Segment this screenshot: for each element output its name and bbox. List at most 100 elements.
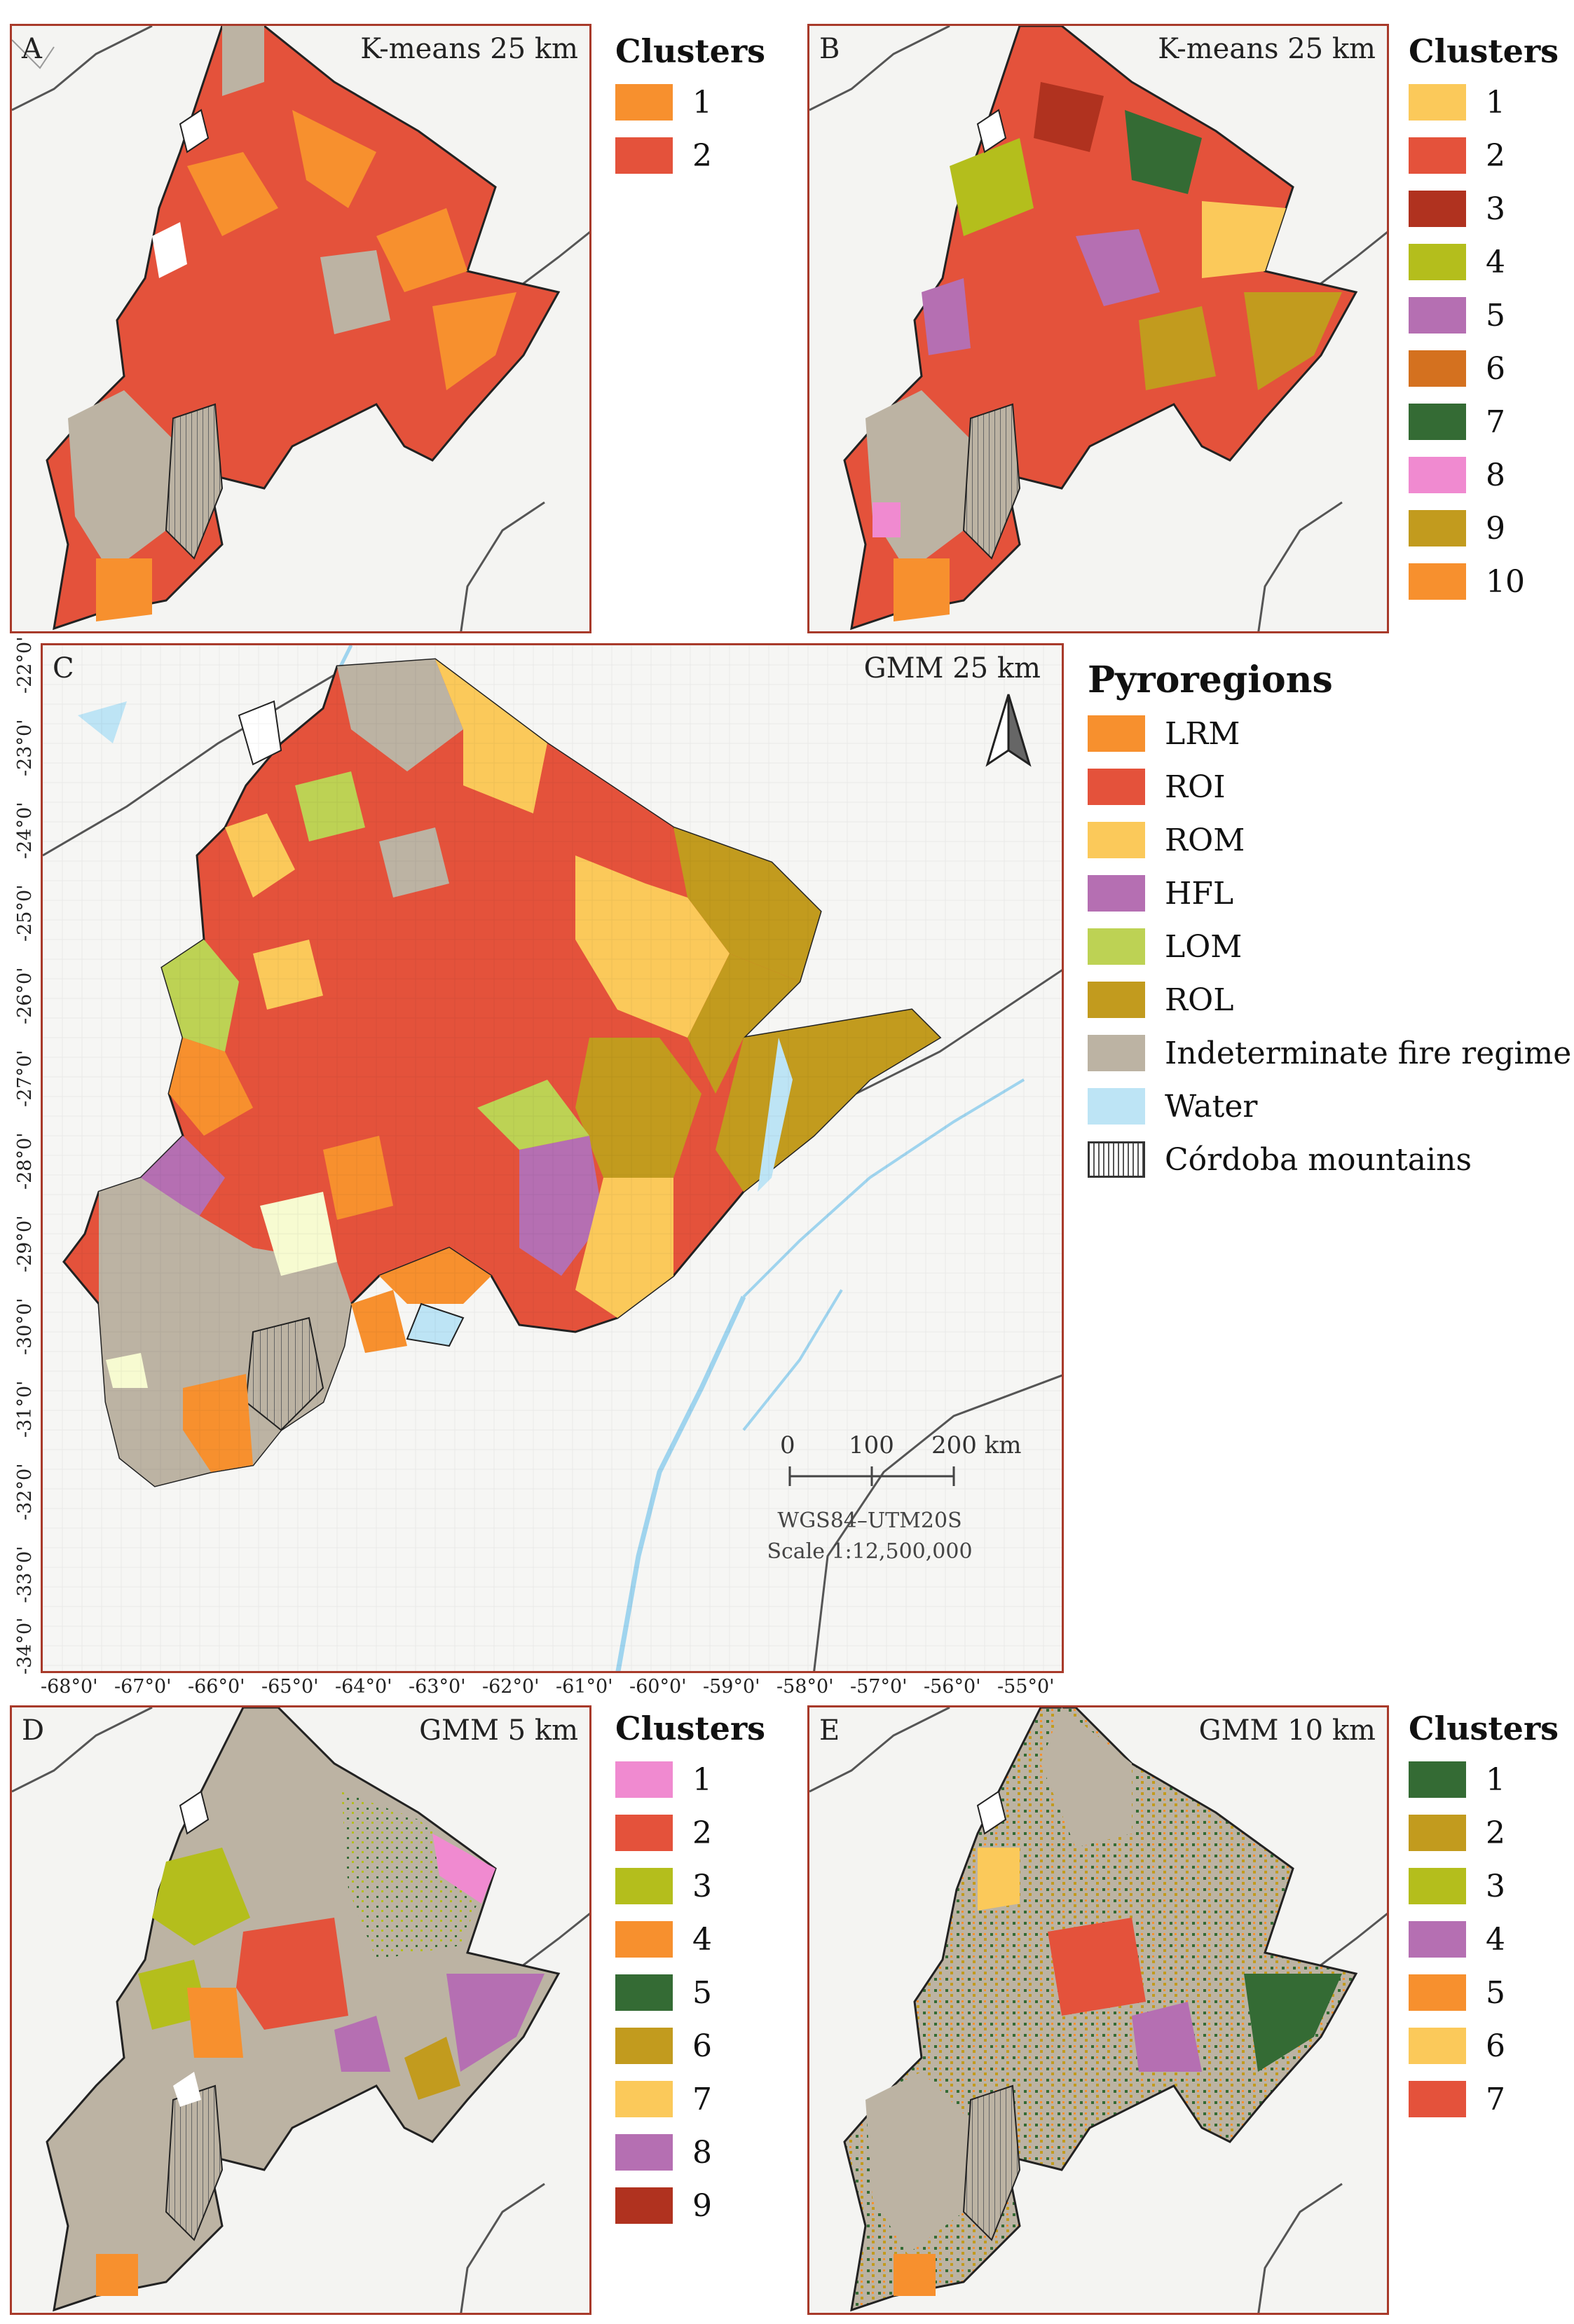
- legend-c-item: ROL: [1088, 973, 1571, 1026]
- legend-d-swatch: [615, 1921, 673, 1958]
- legend-b-item: 2: [1409, 129, 1559, 182]
- legend-c-label: HFL: [1165, 875, 1234, 912]
- legend-c-swatch: [1088, 1088, 1145, 1125]
- lat-tick: -31°0': [14, 1380, 36, 1438]
- legend-d-label: 9: [692, 2187, 712, 2224]
- map-a-graphic: [12, 26, 589, 631]
- legend-e-item: 7: [1409, 2072, 1559, 2126]
- lon-tick: -61°0': [556, 1676, 613, 1698]
- legend-e-item: 3: [1409, 1859, 1559, 1913]
- legend-b-label: 7: [1486, 404, 1505, 440]
- map-panel-c: C GMM 25 km 0 100 200 km WGS84–UTM20S Sc…: [41, 643, 1064, 1673]
- map-panel-a: A K-means 25 km: [10, 24, 591, 633]
- legend-c-label: Córdoba mountains: [1165, 1141, 1472, 1178]
- lon-tick: -67°0': [114, 1676, 172, 1698]
- legend-b-label: 3: [1486, 191, 1505, 227]
- legend-b-item: 4: [1409, 235, 1559, 289]
- map-d-graphic: [12, 1707, 589, 2313]
- legend-e-swatch: [1409, 2081, 1466, 2117]
- legend-b-label: 9: [1486, 510, 1505, 546]
- lat-tick: -24°0': [14, 802, 36, 859]
- legend-e-swatch: [1409, 1868, 1466, 1904]
- legend-a-label: 2: [692, 137, 712, 174]
- legend-d-swatch: [615, 1815, 673, 1851]
- legend-d-item: 1: [615, 1753, 765, 1806]
- panel-b-letter: B: [819, 33, 840, 65]
- legend-c-swatch: [1088, 769, 1145, 805]
- legend-d-swatch: [615, 2081, 673, 2117]
- legend-d-item: 3: [615, 1859, 765, 1913]
- lat-tick: -23°0': [14, 719, 36, 776]
- legend-b-item: 8: [1409, 448, 1559, 502]
- legend-d-label: 8: [692, 2134, 712, 2171]
- legend-d-label: 5: [692, 1974, 712, 2011]
- panel-d-title: GMM 5 km: [419, 1714, 578, 1747]
- projection-text: WGS84–UTM20S: [777, 1508, 962, 1533]
- legend-b-swatch: [1409, 191, 1466, 227]
- lat-tick: -34°0': [14, 1617, 36, 1675]
- legend-e: Clusters 1 2 3 4 5 6 7: [1409, 1710, 1559, 2126]
- legend-b-item: 1: [1409, 76, 1559, 129]
- legend-e-title: Clusters: [1409, 1710, 1559, 1747]
- legend-c-swatch-hatch: [1088, 1141, 1145, 1178]
- legend-c-label: Indeterminate fire regime: [1165, 1035, 1572, 1071]
- panel-c-letter: C: [53, 652, 74, 685]
- legend-e-item: 5: [1409, 1966, 1559, 2019]
- scale-tick-200: 200 km: [931, 1431, 1022, 1459]
- legend-b-label: 5: [1486, 297, 1505, 334]
- legend-e-swatch: [1409, 1815, 1466, 1851]
- scale-bar: [788, 1466, 955, 1486]
- lon-tick: -64°0': [335, 1676, 392, 1698]
- lon-tick: -62°0': [482, 1676, 540, 1698]
- lat-tick: -27°0': [14, 1050, 36, 1107]
- legend-e-item: 1: [1409, 1753, 1559, 1806]
- legend-b-label: 10: [1486, 563, 1525, 600]
- lat-tick: -22°0': [14, 636, 36, 694]
- legend-c-swatch: [1088, 1035, 1145, 1071]
- map-e-graphic: [809, 1707, 1387, 2313]
- lon-tick: -68°0': [41, 1676, 98, 1698]
- legend-d-swatch: [615, 1868, 673, 1904]
- panel-d-letter: D: [22, 1714, 45, 1747]
- legend-b-label: 2: [1486, 137, 1505, 174]
- lat-tick: -29°0': [14, 1215, 36, 1272]
- legend-d-swatch: [615, 2187, 673, 2224]
- legend-b-swatch: [1409, 457, 1466, 493]
- legend-d-item: 7: [615, 2072, 765, 2126]
- legend-e-label: 2: [1486, 1815, 1505, 1851]
- legend-b-label: 1: [1486, 84, 1505, 121]
- lat-tick: -26°0': [14, 967, 36, 1024]
- legend-b-item: 6: [1409, 342, 1559, 395]
- panel-e-title: GMM 10 km: [1198, 1714, 1376, 1747]
- legend-b-swatch: [1409, 563, 1466, 600]
- legend-c-label: LOM: [1165, 928, 1243, 965]
- legend-d-label: 1: [692, 1761, 712, 1798]
- legend-d: Clusters 1 2 3 4 5 6 7 8 9: [615, 1710, 765, 2232]
- legend-b-label: 6: [1486, 350, 1505, 387]
- panel-c-title: GMM 25 km: [863, 652, 1041, 685]
- lon-tick: -60°0': [629, 1676, 687, 1698]
- legend-b-label: 4: [1486, 244, 1505, 280]
- legend-b-label: 8: [1486, 457, 1505, 493]
- panel-b-title: K-means 25 km: [1158, 33, 1376, 65]
- legend-e-label: 7: [1486, 2081, 1505, 2117]
- legend-d-item: 4: [615, 1913, 765, 1966]
- lon-tick: -66°0': [188, 1676, 245, 1698]
- lat-tick: -25°0': [14, 884, 36, 942]
- legend-e-item: 6: [1409, 2019, 1559, 2072]
- legend-e-swatch: [1409, 1761, 1466, 1798]
- legend-d-swatch: [615, 2134, 673, 2171]
- legend-c-item: ROI: [1088, 760, 1571, 813]
- legend-e-swatch: [1409, 1974, 1466, 2011]
- legend-c-item: Córdoba mountains: [1088, 1133, 1571, 1186]
- legend-d-title: Clusters: [615, 1710, 766, 1747]
- legend-b-swatch: [1409, 137, 1466, 174]
- legend-d-label: 4: [692, 1921, 712, 1958]
- legend-d-swatch: [615, 1761, 673, 1798]
- legend-b-swatch: [1409, 84, 1466, 121]
- legend-d-swatch: [615, 1974, 673, 2011]
- panel-a-title: K-means 25 km: [360, 33, 578, 65]
- legend-d-item: 8: [615, 2126, 765, 2179]
- legend-a-swatch: [615, 84, 673, 121]
- legend-a-item: 1: [615, 76, 765, 129]
